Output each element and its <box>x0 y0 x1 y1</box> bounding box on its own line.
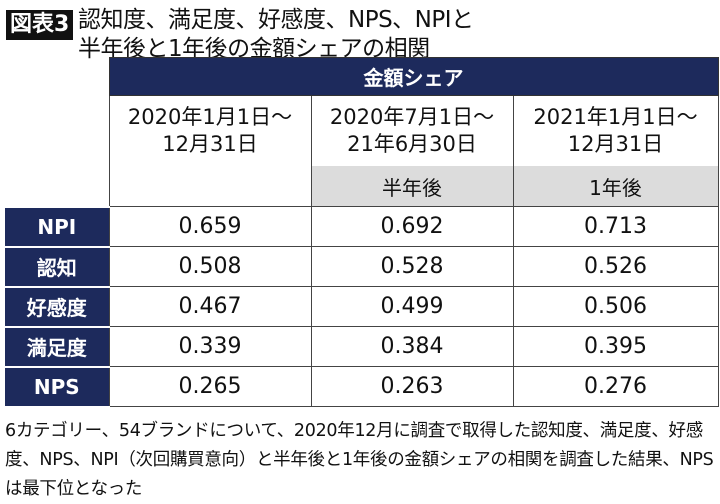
correlation-value: 0.692 <box>310 206 514 247</box>
table-row: 認知 0.508 0.528 0.526 <box>5 245 719 288</box>
row-label: NPS <box>5 365 109 408</box>
correlation-value: 0.713 <box>512 206 719 247</box>
row-label: NPI <box>5 205 109 248</box>
title-line-1: 認知度、満足度、好感度、NPS、NPIと <box>78 7 474 33</box>
period-line-1: 2020年1月1日～ <box>127 105 293 129</box>
correlation-value: 0.263 <box>310 366 514 407</box>
correlation-table: 金額シェア 2020年1月1日～ 12月31日 2020年7月1日～ 21年6月30… <box>5 57 719 408</box>
period-line-1: 2020年7月1日～ <box>329 105 495 129</box>
correlation-value: 0.526 <box>512 246 719 287</box>
column-header-period: 2020年7月1日～ 21年6月30日 <box>310 95 514 166</box>
table-row: 好感度 0.467 0.499 0.506 <box>5 285 719 328</box>
figure-title: 認知度、満足度、好感度、NPS、NPIと 半年後と1年後の金額シェアの相関 <box>78 6 474 64</box>
column-subheader: 半年後 <box>310 166 514 207</box>
column-header-period: 2021年1月1日～ 12月31日 <box>512 95 719 166</box>
row-label: 満足度 <box>5 325 109 368</box>
table-row: NPI 0.659 0.692 0.713 <box>5 205 719 248</box>
period-line-1: 2021年1月1日～ <box>533 105 698 129</box>
corner-blank <box>5 96 109 167</box>
column-header-period: 2020年1月1日～ 12月31日 <box>108 95 312 166</box>
correlation-value: 0.276 <box>512 366 719 407</box>
table-row: NPS 0.265 0.263 0.276 <box>5 365 719 408</box>
period-line-2: 21年6月30日 <box>347 132 477 156</box>
correlation-value: 0.384 <box>310 326 514 367</box>
correlation-value: 0.265 <box>108 366 312 407</box>
period-line-2: 12月31日 <box>162 132 258 156</box>
column-subheader <box>108 166 312 207</box>
row-label: 好感度 <box>5 285 109 328</box>
correlation-value: 0.467 <box>108 286 312 327</box>
correlation-value: 0.659 <box>108 206 312 247</box>
group-header: 金額シェア <box>108 57 719 96</box>
correlation-value: 0.508 <box>108 246 312 287</box>
period-line-2: 12月31日 <box>567 132 664 156</box>
correlation-value: 0.528 <box>310 246 514 287</box>
correlation-value: 0.499 <box>310 286 514 327</box>
corner-blank <box>5 58 109 96</box>
footnote: 6カテゴリー、54ブランドについて、2020年12月に調査で取得した認知度、満足… <box>5 421 714 499</box>
corner-blank <box>5 166 109 207</box>
table-row: 満足度 0.339 0.384 0.395 <box>5 325 719 368</box>
figure-badge: 図表3 <box>6 10 74 40</box>
correlation-value: 0.506 <box>512 286 719 327</box>
row-label: 認知 <box>5 245 109 288</box>
column-subheader: 1年後 <box>512 166 719 207</box>
correlation-value: 0.339 <box>108 326 312 367</box>
correlation-value: 0.395 <box>512 326 719 367</box>
